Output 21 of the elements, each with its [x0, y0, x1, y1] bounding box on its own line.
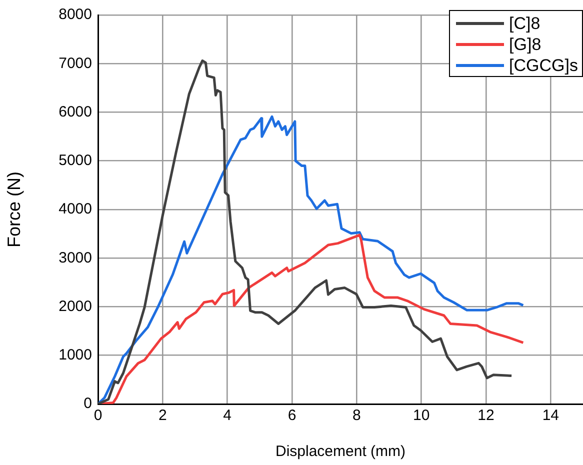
x-tick-label: 14: [542, 407, 560, 424]
legend-label: [G]8: [509, 34, 542, 55]
x-tick-label: 8: [352, 407, 361, 424]
y-tick-label: 2000: [58, 298, 92, 315]
y-tick-label: 7000: [58, 54, 92, 72]
x-tick-label: 4: [223, 407, 232, 424]
legend-label: [CGCG]s: [509, 55, 578, 76]
y-tick-label: 5000: [58, 152, 92, 170]
y-tick-label: 4000: [58, 200, 92, 218]
y-tick-label: 3000: [58, 249, 92, 266]
y-tick-label: 8000: [58, 6, 92, 24]
x-tick-label: 2: [158, 407, 167, 424]
y-axis-title: Force (N): [4, 172, 24, 248]
x-tick-label: 12: [478, 407, 494, 424]
y-tick-label: 0: [84, 395, 92, 412]
x-axis-title: Displacement (mm): [275, 443, 406, 460]
x-tick-label: 10: [412, 407, 430, 424]
y-tick-label: 6000: [58, 103, 92, 120]
x-tick-label: 6: [288, 407, 296, 424]
legend-label: [C]8: [509, 13, 540, 34]
y-tick-label: 1000: [58, 346, 92, 364]
